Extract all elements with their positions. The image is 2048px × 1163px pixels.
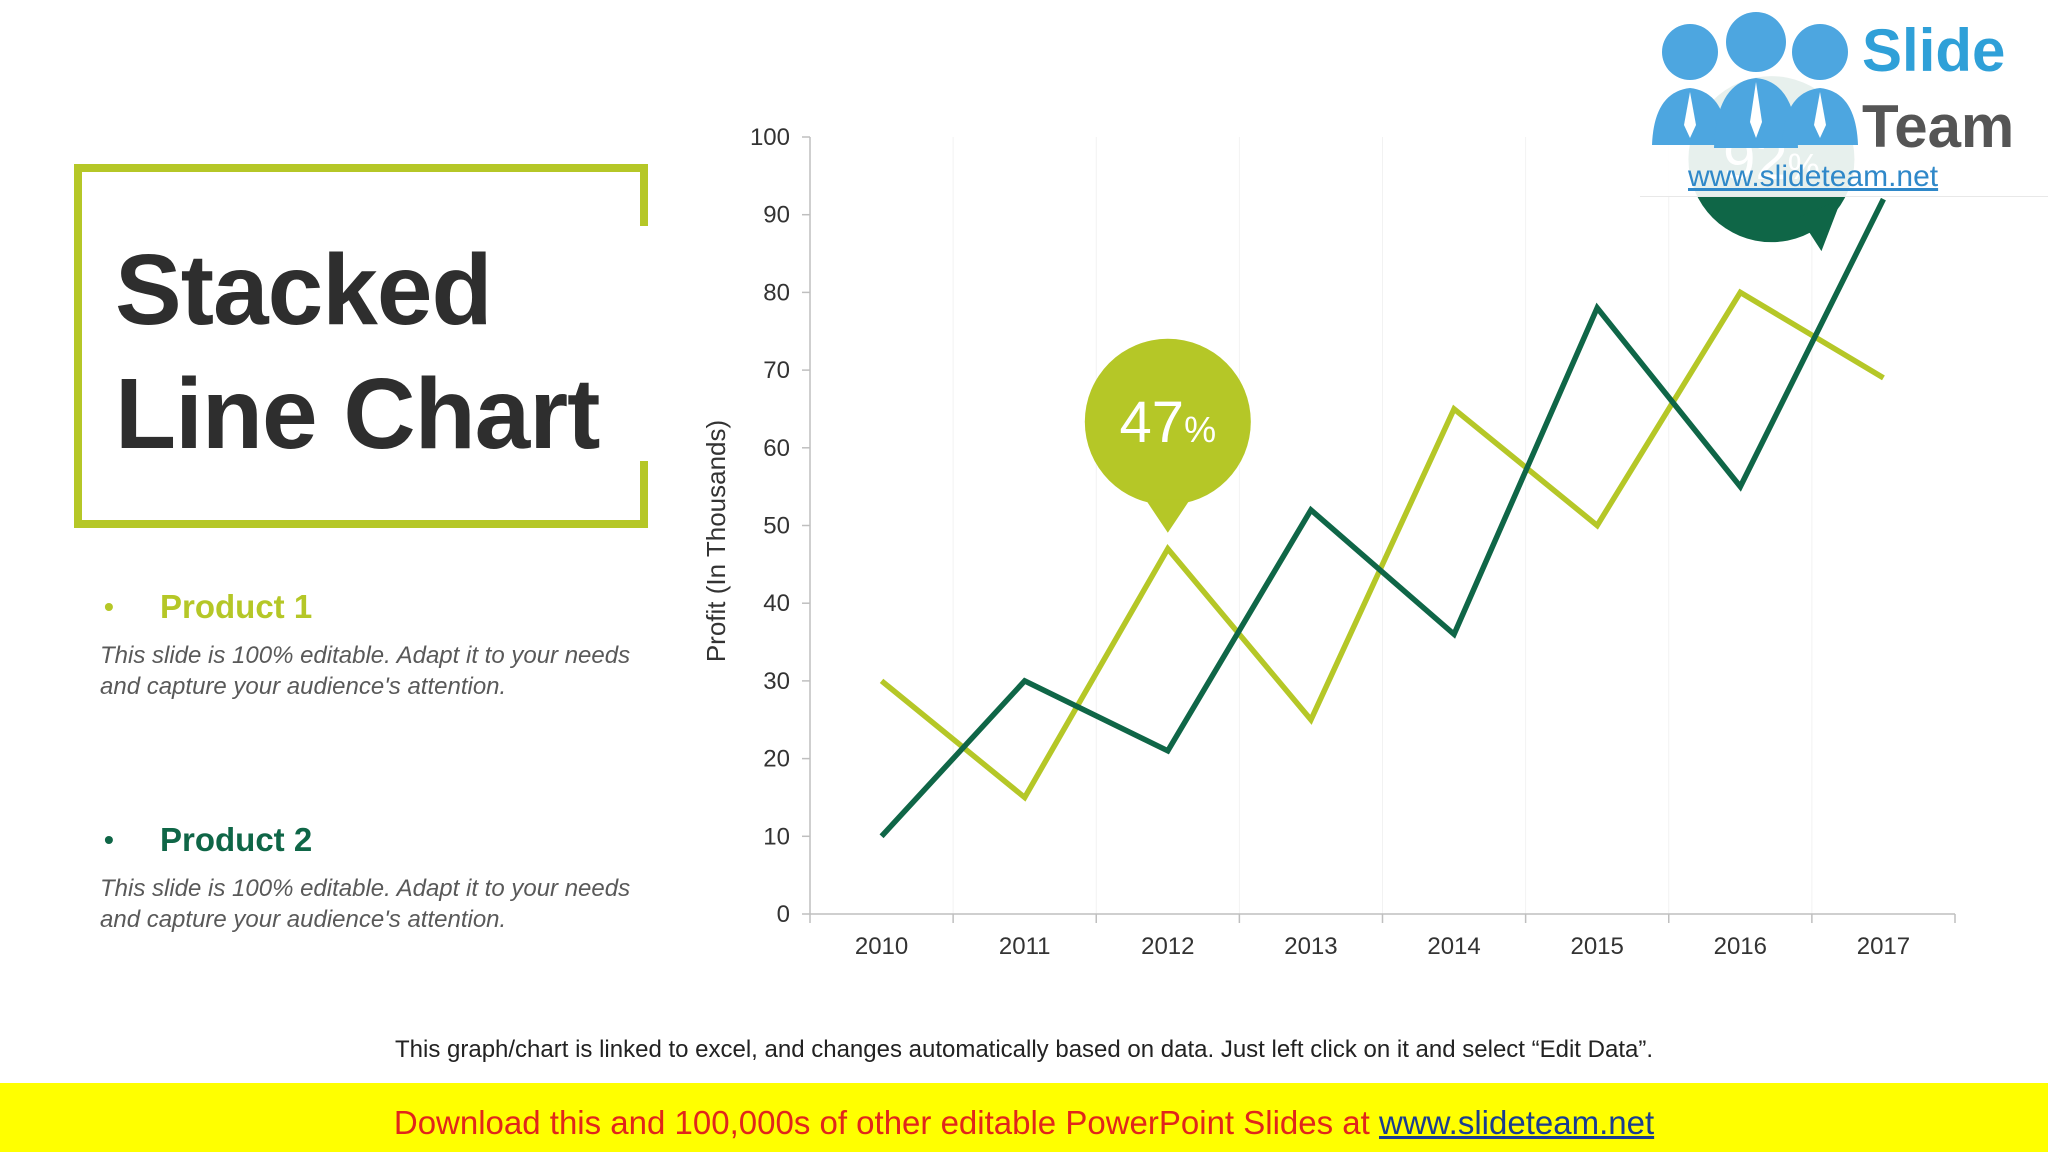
x-tick-label: 2017 bbox=[1857, 933, 1910, 960]
callout-bubble-1: 47% bbox=[1084, 338, 1251, 533]
banner-link[interactable]: www.slideteam.net bbox=[1379, 1104, 1655, 1141]
people-icon bbox=[1652, 12, 1858, 148]
bullet-icon: • bbox=[104, 591, 114, 622]
x-tick-label: 2013 bbox=[1284, 933, 1337, 960]
title-line-2: Line Chart bbox=[115, 358, 600, 470]
y-tick-label: 40 bbox=[763, 590, 790, 617]
product-2-name: Product 2 bbox=[160, 821, 313, 858]
page-title: Stacked Line Chart bbox=[115, 228, 655, 476]
y-tick-label: 70 bbox=[763, 357, 790, 384]
logo-url[interactable]: www.slideteam.net bbox=[1688, 160, 1939, 193]
product-1-block: • Product 1 This slide is 100% editable.… bbox=[100, 586, 660, 702]
callout-tail bbox=[1799, 199, 1842, 252]
x-tick-label: 2012 bbox=[1141, 933, 1194, 960]
product-1-description: This slide is 100% editable. Adapt it to… bbox=[100, 642, 631, 700]
series-line-2 bbox=[879, 197, 1886, 839]
chart-axes: 0 10 20 30 40 50 60 70 80 90 100 2010 2011 2012 2013 20… bbox=[750, 124, 1956, 960]
title-line-1: Stacked bbox=[115, 234, 493, 346]
y-tick-label: 90 bbox=[763, 202, 790, 229]
chart-series bbox=[879, 197, 1886, 839]
product-2-heading: • Product 2 bbox=[100, 819, 660, 861]
x-tick-label: 2016 bbox=[1714, 933, 1767, 960]
x-tick-label: 2011 bbox=[999, 933, 1051, 960]
product-2-block: • Product 2 This slide is 100% editable.… bbox=[100, 819, 660, 935]
x-tick-label: 2015 bbox=[1570, 933, 1623, 960]
y-tick-label: 10 bbox=[763, 823, 790, 850]
product-1-heading: • Product 1 bbox=[100, 586, 660, 628]
download-banner: Download this and 100,000s of other edit… bbox=[0, 1083, 2048, 1152]
y-tick-label: 100 bbox=[750, 124, 790, 151]
footer-note: This graph/chart is linked to excel, and… bbox=[395, 1036, 1653, 1063]
product-1-name: Product 1 bbox=[160, 588, 313, 625]
y-tick-label: 60 bbox=[763, 435, 790, 462]
y-tick-label: 50 bbox=[763, 513, 790, 540]
x-tick-label: 2014 bbox=[1427, 933, 1480, 960]
y-tick-label: 30 bbox=[763, 668, 790, 695]
callout-tail bbox=[1145, 499, 1190, 533]
y-tick-label: 80 bbox=[763, 279, 790, 306]
logo-word-team: Team bbox=[1862, 93, 2015, 160]
chart-grid bbox=[952, 137, 1813, 914]
y-tick-label: 20 bbox=[763, 746, 790, 773]
y-tick-label: 0 bbox=[777, 901, 790, 928]
bullet-icon: • bbox=[104, 824, 114, 855]
logo-word-slide: Slide bbox=[1862, 17, 2006, 84]
x-tick-label: 2010 bbox=[855, 933, 908, 960]
series-line-1 bbox=[879, 288, 1885, 802]
product-2-description: This slide is 100% editable. Adapt it to… bbox=[100, 875, 631, 933]
banner-text: Download this and 100,000s of other edit… bbox=[393, 1104, 1379, 1141]
slideteam-logo[interactable]: Slide Team www.slideteam.net bbox=[1640, 0, 2048, 197]
callout-label: 47% bbox=[1120, 390, 1217, 455]
y-axis-label: Profit (In Thousands) bbox=[701, 420, 731, 662]
callout-circle bbox=[1084, 338, 1251, 505]
